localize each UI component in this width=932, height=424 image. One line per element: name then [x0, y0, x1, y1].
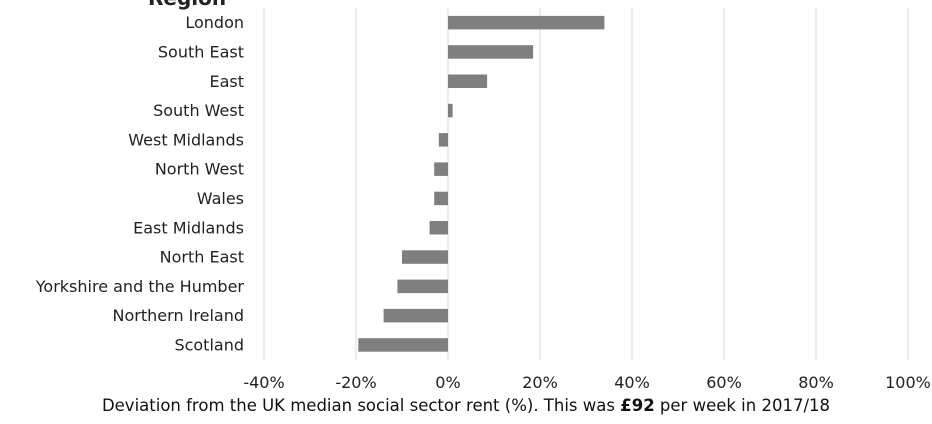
x-tick-labels: -40% -20% 0% 20% 40% 60% 80% 100%: [243, 373, 931, 392]
bar: [358, 338, 448, 352]
x-axis-label-text: Deviation from the UK median social sect…: [101, 396, 621, 415]
category-label: South East: [158, 42, 244, 61]
bar-chart: London South East East South West West Midla…: [35, 8, 931, 392]
x-tick-label: 40%: [614, 373, 650, 392]
category-label: Yorkshire and the Humber: [35, 277, 245, 296]
x-tick-label: -40%: [243, 373, 284, 392]
bar: [383, 308, 448, 323]
bar: [429, 221, 448, 235]
category-label: Scotland: [174, 335, 244, 354]
x-axis-label-emphasis: £92: [620, 396, 655, 415]
category-label: Wales: [197, 189, 244, 208]
x-tick-label: -20%: [335, 373, 376, 392]
bar: [397, 279, 448, 294]
x-tick-label: 20%: [522, 373, 558, 392]
bar: [448, 74, 488, 88]
category-label: London: [185, 13, 244, 32]
category-label: West Midlands: [128, 130, 244, 149]
category-label: East: [209, 72, 244, 91]
category-label: South West: [153, 101, 244, 120]
bar: [438, 133, 448, 147]
bar: [448, 103, 453, 118]
bar: [434, 191, 448, 206]
x-tick-label: 80%: [798, 373, 834, 392]
category-label: North East: [160, 248, 244, 267]
bar: [402, 250, 448, 264]
category-label: East Midlands: [133, 218, 244, 237]
x-tick-label: 0%: [435, 373, 460, 392]
category-label: North West: [155, 160, 244, 179]
x-tick-label: 60%: [706, 373, 742, 392]
bar: [448, 45, 534, 59]
bars: [358, 15, 605, 352]
x-axis-label: Deviation from the UK median social sect…: [0, 396, 932, 415]
category-label: Northern Ireland: [113, 306, 244, 325]
clipped-heading: Region: [148, 0, 226, 10]
bar: [434, 162, 448, 176]
bar: [448, 15, 605, 30]
category-labels: London South East East South West West Midla…: [35, 13, 245, 354]
x-tick-label: 100%: [885, 373, 931, 392]
gridlines: [263, 8, 909, 360]
x-axis-label-suffix: per week in 2017/18: [654, 396, 831, 415]
